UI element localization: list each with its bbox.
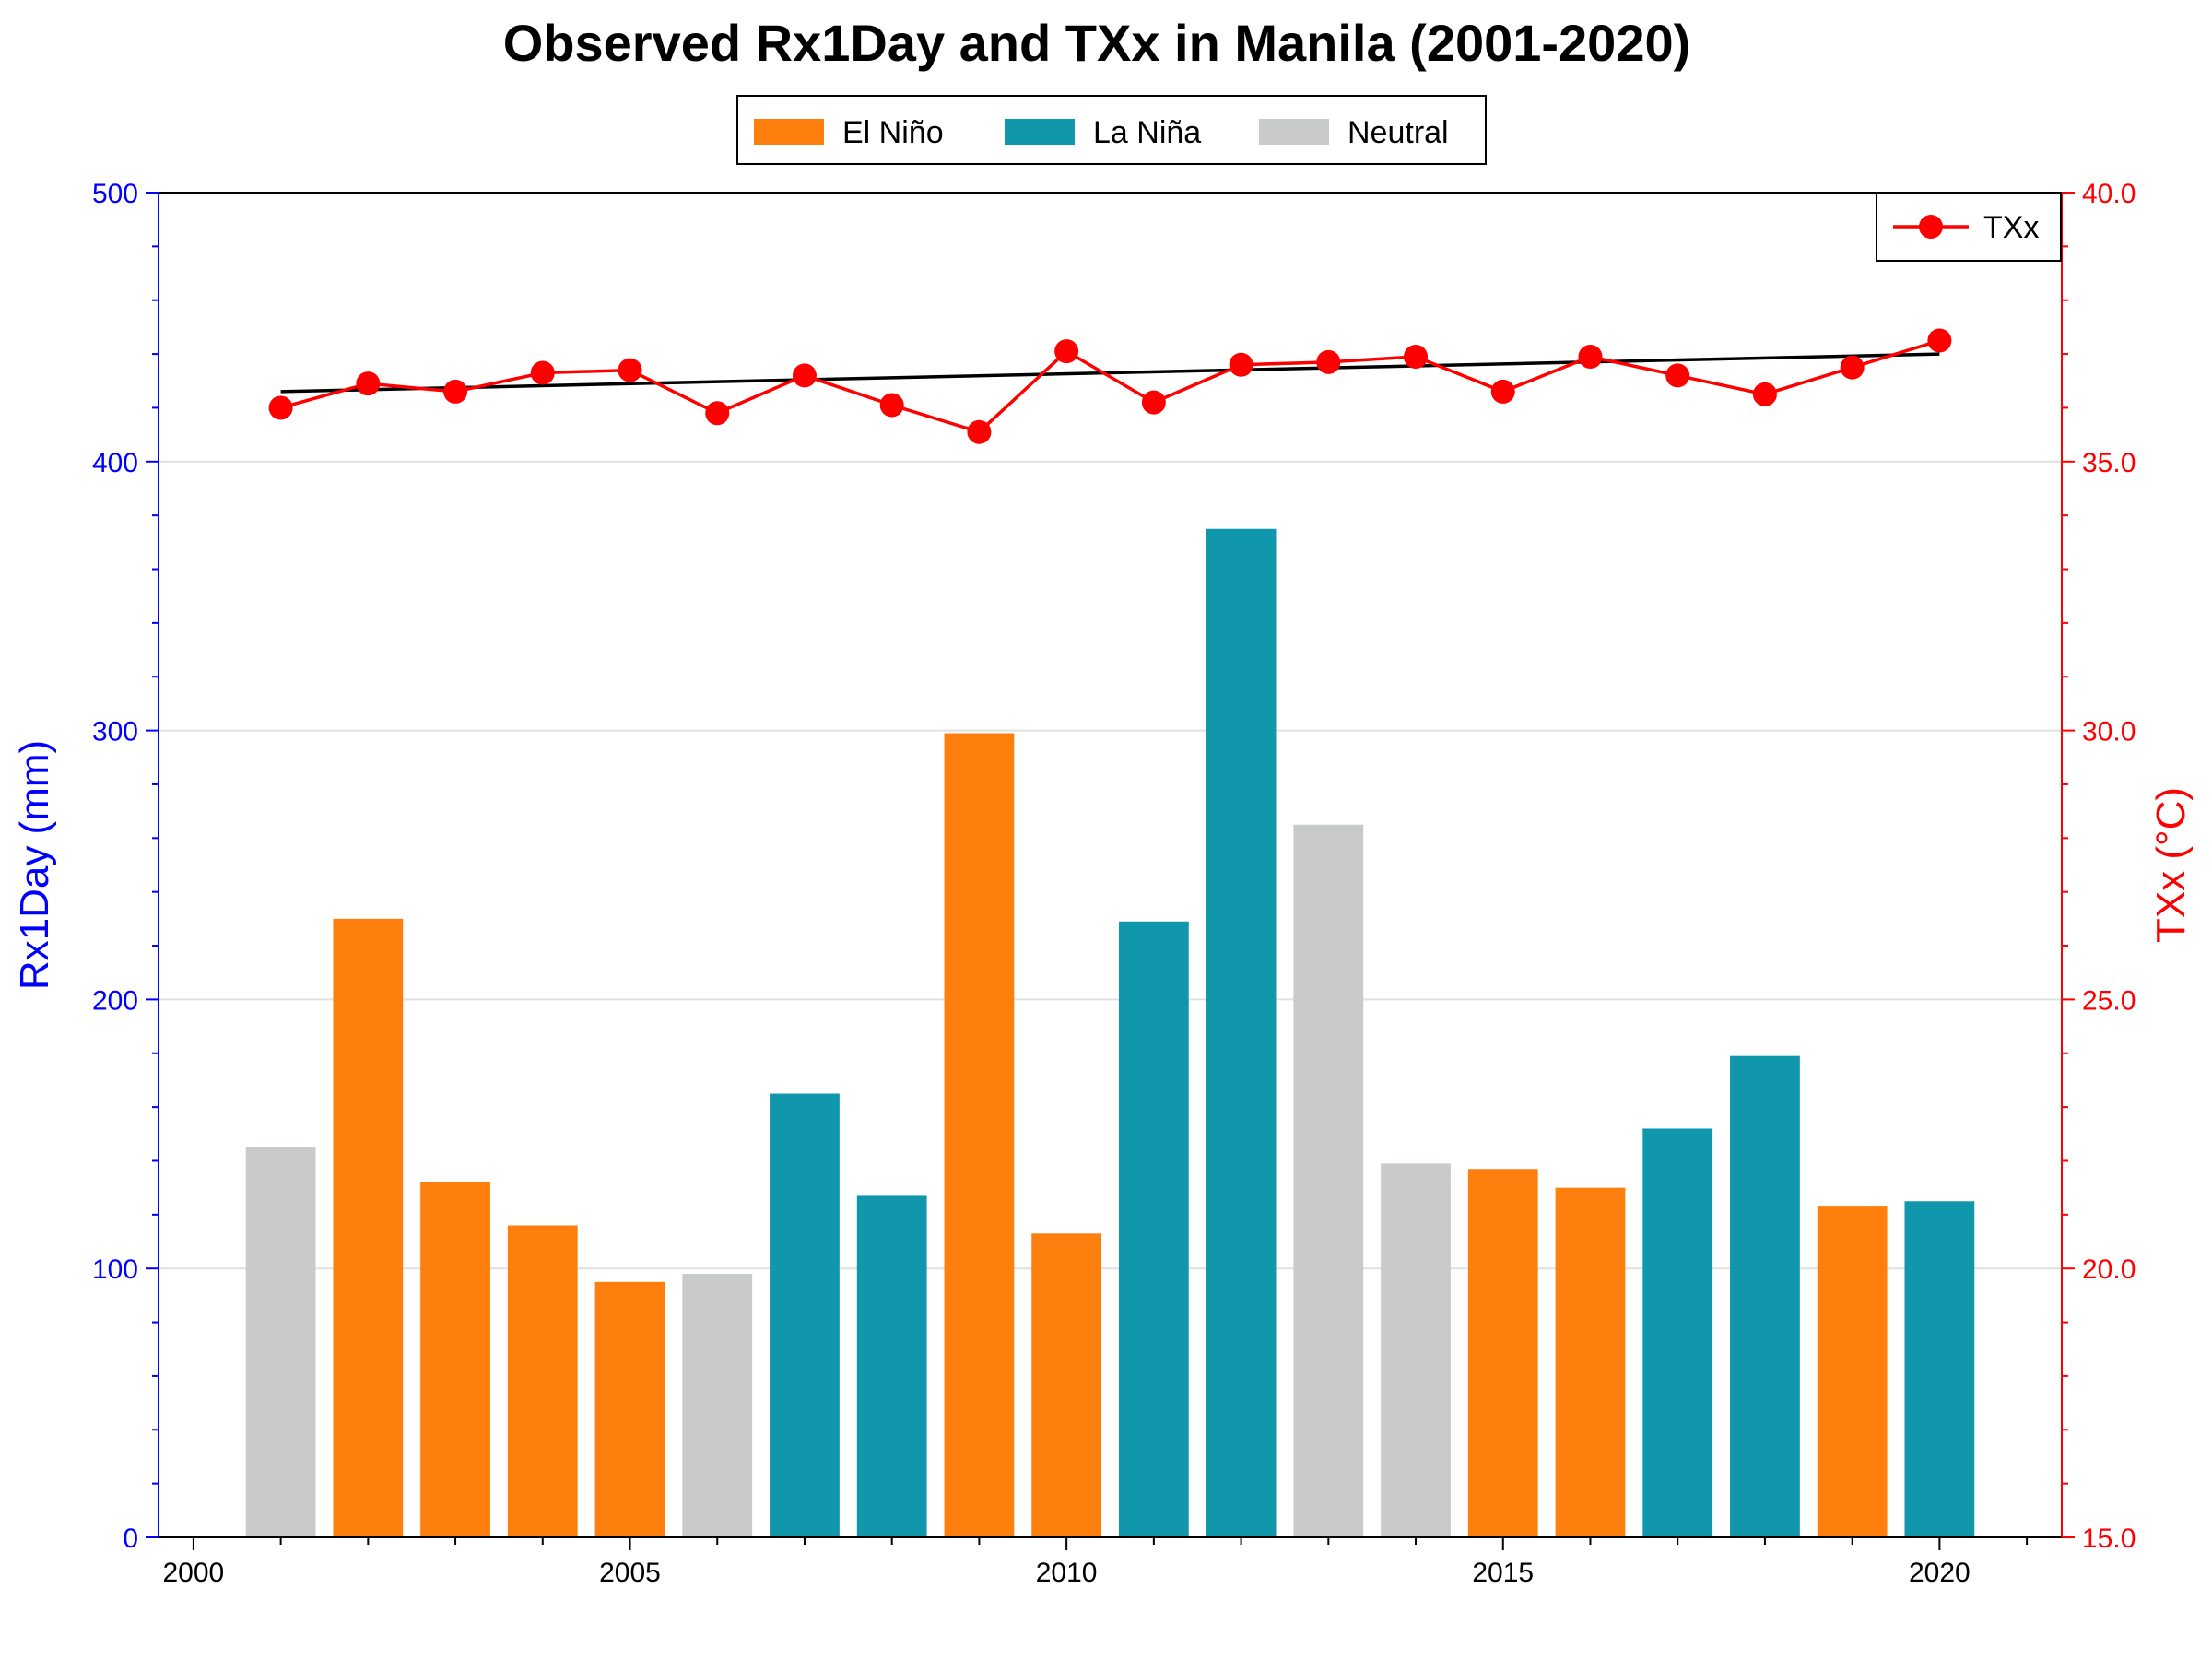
- bar-2017: [1642, 1128, 1713, 1537]
- txx-point-2011: [1141, 390, 1166, 415]
- bar-2008: [856, 1195, 927, 1537]
- enso-legend: El Niño La Niña Neutral: [736, 95, 1487, 165]
- bar-2020: [1904, 1201, 1975, 1537]
- txx-point-2004: [530, 360, 555, 385]
- right-tick-label: 15.0: [2082, 1524, 2136, 1554]
- bar-2004: [507, 1225, 578, 1537]
- bar-2015: [1467, 1169, 1538, 1537]
- bar-2002: [333, 918, 404, 1537]
- txx-point-2002: [356, 371, 381, 396]
- right-tick-label: 35.0: [2082, 448, 2136, 478]
- txx-point-2003: [443, 379, 468, 404]
- txx-legend-label: TXx: [1983, 210, 2039, 245]
- bar-2019: [1817, 1206, 1888, 1537]
- x-tick-label: 2000: [163, 1558, 225, 1588]
- txx-point-2001: [268, 395, 293, 420]
- right-tick-label: 30.0: [2082, 717, 2136, 747]
- chart-title: Observed Rx1Day and TXx in Manila (2001-…: [503, 14, 1691, 72]
- txx-point-2012: [1229, 352, 1253, 377]
- txx-legend-marker: [1919, 215, 1943, 239]
- txx-point-2016: [1578, 344, 1603, 369]
- legend-swatch-2: [1259, 119, 1329, 145]
- txx-point-2006: [705, 401, 730, 426]
- left-tick-label: 100: [92, 1254, 138, 1285]
- txx-point-2018: [1752, 382, 1777, 406]
- bar-2005: [594, 1281, 665, 1537]
- trend-segment: [280, 352, 1940, 394]
- right-tick-label: 25.0: [2082, 985, 2136, 1016]
- bar-2003: [420, 1182, 490, 1537]
- bar-2007: [770, 1093, 840, 1537]
- right-axis-label: TXx (°C): [2148, 787, 2194, 943]
- x-axis: 2000 2005 2010 2015 2020: [163, 1537, 2029, 1588]
- left-y-axis: 0 100 200 300 400 500: [92, 179, 159, 1554]
- bar-2001: [245, 1147, 316, 1537]
- x-tick-label: 2020: [1909, 1558, 1971, 1588]
- legend-label-2: Neutral: [1347, 115, 1449, 150]
- txx-line: [280, 338, 1940, 434]
- bar-2011: [1118, 921, 1189, 1537]
- left-tick-label: 0: [123, 1524, 138, 1554]
- legend-label-0: El Niño: [842, 115, 944, 150]
- left-tick-label: 300: [92, 717, 138, 747]
- trend-line: [280, 352, 1940, 394]
- txx-point-2007: [792, 363, 817, 388]
- txx-point-2005: [618, 358, 642, 382]
- txx-point-2014: [1404, 344, 1429, 369]
- left-tick-label: 400: [92, 448, 138, 478]
- plot-frame: [158, 192, 2063, 1538]
- bar-2014: [1381, 1163, 1451, 1537]
- txx-point-2017: [1665, 363, 1690, 388]
- bar-2006: [682, 1274, 753, 1537]
- right-tick-label: 20.0: [2082, 1254, 2136, 1285]
- legend-swatch-0: [754, 119, 824, 145]
- left-tick-label: 500: [92, 179, 138, 209]
- right-y-axis: 15.0 20.0 25.0 30.0 35.0 40.0: [2062, 179, 2136, 1554]
- bar-series: [245, 528, 1975, 1537]
- bar-2018: [1730, 1055, 1800, 1537]
- left-axis-label: Rx1Day (mm): [12, 740, 57, 990]
- x-tick-label: 2010: [1036, 1558, 1098, 1588]
- bar-2016: [1555, 1187, 1626, 1537]
- left-tick-label: 200: [92, 985, 138, 1016]
- txx-point-2020: [1927, 328, 1952, 353]
- bar-2012: [1206, 528, 1277, 1537]
- txx-point-2015: [1490, 379, 1515, 404]
- bar-2009: [944, 733, 1015, 1537]
- legend-label-1: La Niña: [1093, 115, 1201, 150]
- txx-point-2010: [1054, 339, 1079, 364]
- txx-point-2008: [879, 393, 904, 418]
- bar-2013: [1293, 824, 1364, 1537]
- txx-point-2009: [967, 419, 992, 444]
- legend-swatch-1: [1005, 119, 1075, 145]
- txx-point-2013: [1316, 349, 1341, 374]
- bar-2010: [1031, 1233, 1102, 1537]
- txx-point-2019: [1840, 355, 1865, 380]
- txx-legend: TXx: [1876, 192, 2062, 262]
- x-tick-label: 2015: [1472, 1558, 1534, 1588]
- txx-line-series: [268, 328, 1952, 444]
- enso-legend-box: [736, 95, 1487, 165]
- x-tick-label: 2005: [599, 1558, 661, 1588]
- right-tick-label: 40.0: [2082, 179, 2136, 209]
